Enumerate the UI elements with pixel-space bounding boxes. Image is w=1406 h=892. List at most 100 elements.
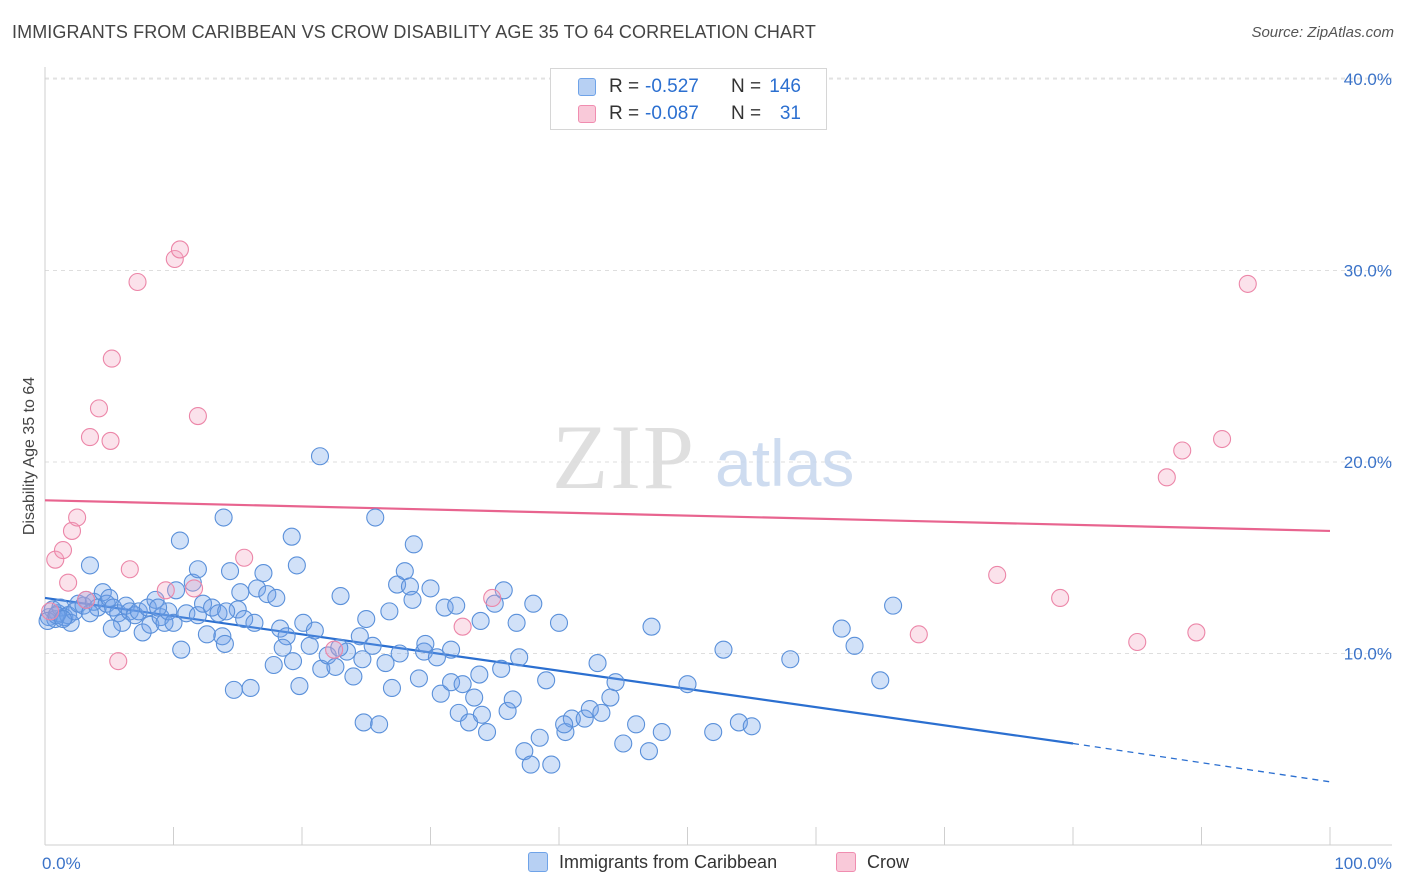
data-point [832,619,851,638]
data-point [224,680,243,699]
data-point [120,560,139,579]
data-point [300,636,319,655]
data-point [159,602,178,621]
data-point [1051,588,1070,608]
data-point [46,550,65,569]
data-point [395,562,414,581]
data-point [354,713,373,732]
data-point [470,665,489,684]
data-point [287,556,306,575]
data-point [530,728,549,747]
data-point [102,619,121,638]
data-point [409,669,428,688]
data-point [1128,632,1147,652]
data-point [62,521,82,540]
data-point [606,673,625,692]
y-axis-title: Disability Age 35 to 64 [21,377,38,535]
watermark: ZIP atlas [552,406,854,508]
data-point [53,541,73,560]
tick-labels: 10.0% 20.0% 30.0% 40.0% 0.0% 100.0% [42,70,1392,873]
data-point [41,602,60,621]
data-point [183,573,202,592]
data-point [376,654,395,673]
data-point [575,709,594,728]
data-point [188,606,207,625]
data-point [77,590,96,609]
data-point [442,640,461,659]
data-point [156,581,175,600]
data-point [431,684,450,703]
x-tick-label-min: 0.0% [42,854,81,873]
data-point [580,699,599,719]
data-point [254,564,273,583]
legend-n-value: 31 [779,103,801,124]
data-point [235,609,254,629]
data-point [465,688,484,707]
data-point [442,673,461,692]
legend-r-label: R = [609,103,640,124]
data-point [282,527,301,546]
legend-n-label: N = [731,103,762,124]
data-point [217,602,236,621]
data-point [185,579,204,598]
grid-lines [45,77,1392,654]
data-point [524,594,543,613]
data-point [400,577,419,596]
data-point [642,617,661,636]
bottom-legend-swatch-crow [836,852,856,872]
data-point [80,428,100,447]
data-point [421,579,440,598]
data-point [542,755,561,774]
data-point [277,627,296,646]
series-crow [41,240,1257,671]
data-point [167,581,186,600]
data-point [845,636,864,655]
data-point [68,508,87,527]
data-point [614,734,633,753]
data-point [101,431,120,450]
data-point [549,613,569,632]
data-point [215,634,234,653]
data-point [247,579,267,598]
data-point [390,644,409,663]
data-point [555,715,574,734]
data-point [141,615,160,634]
data-point [370,715,389,734]
data-point [507,613,526,632]
data-point [350,627,369,646]
data-point [80,556,100,575]
data-point [283,652,303,671]
data-point [503,690,522,709]
watermark-atlas: atlas [715,426,854,500]
data-point [172,640,191,659]
data-point [164,613,183,632]
data-point [781,650,800,669]
data-point [742,717,761,736]
data-point [353,650,372,669]
trend-line-caribbean [44,596,1074,745]
data-point [1173,441,1192,460]
data-point [884,596,903,615]
data-point [601,688,620,707]
y-tick-label: 40.0% [1344,70,1392,89]
data-point [271,619,290,638]
series-caribbean [38,447,903,774]
data-point [652,722,671,742]
data-point [492,659,511,678]
data-point [138,598,157,617]
data-point [363,636,382,655]
data-point [89,399,109,418]
legend-swatch-caribbean [578,78,596,96]
data-point [344,667,363,686]
data-point [498,701,517,721]
data-point [197,625,216,644]
data-point [188,560,207,579]
data-point [228,600,247,619]
data-point [290,677,309,696]
data-point [404,535,423,554]
watermark-zip: ZIP [552,406,696,508]
source-label: Source: ZipAtlas.com [1251,24,1394,41]
data-point [588,654,607,673]
chart-title: IMMIGRANTS FROM CARIBBEAN VS CROW DISABI… [12,22,816,42]
